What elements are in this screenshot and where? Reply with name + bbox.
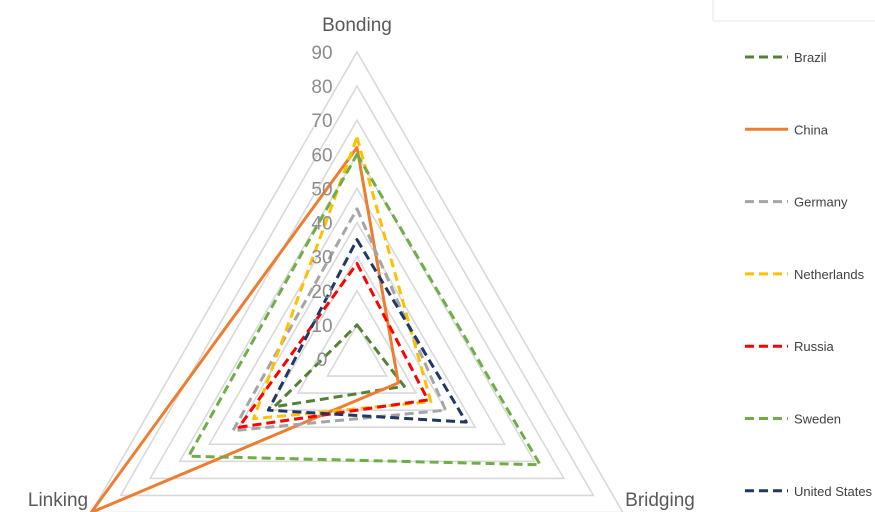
tick-label-50: 50 (311, 179, 332, 200)
grid-ring-50 (207, 186, 507, 446)
tick-label-40: 40 (311, 214, 332, 235)
legend-label-united-states: United States (794, 484, 873, 499)
axis-label-bridging: Bridging (625, 490, 695, 511)
tick-label-30: 30 (311, 248, 332, 269)
series-line-germany (231, 207, 448, 433)
grid-ring-10 (326, 323, 388, 377)
grid-ring-70 (148, 118, 566, 480)
tick-labels: 0 10 20 30 40 50 60 70 80 90 (311, 43, 332, 371)
series-line-netherlands (252, 135, 433, 421)
tick-label-10: 10 (311, 316, 332, 337)
tick-label-90: 90 (311, 43, 332, 64)
legend-label-russia: Russia (794, 339, 835, 354)
grid-ring-40 (237, 220, 477, 429)
axis-labels: Bonding Bridging Linking (28, 15, 695, 511)
series-line-brazil (272, 323, 406, 409)
series-line-sweden (187, 152, 542, 467)
legend-label-china: China (794, 122, 829, 137)
series-line-russia (237, 261, 430, 429)
radar-grid (90, 50, 624, 512)
grid-ring-30 (266, 255, 448, 411)
grid-ring-20 (296, 289, 418, 394)
tick-label-0: 0 (317, 350, 328, 371)
series-line-united-states (266, 238, 468, 424)
legend-label-brazil: Brazil (794, 50, 827, 65)
axis-label-bonding: Bonding (322, 15, 392, 36)
grid-ring-80 (119, 84, 595, 497)
axis-label-linking: Linking (28, 490, 88, 511)
series-line-china (89, 146, 400, 512)
legend-label-sweden: Sweden (794, 412, 841, 427)
tick-label-60: 60 (311, 145, 332, 166)
tick-label-80: 80 (311, 77, 332, 98)
grid-ring-90 (90, 50, 624, 512)
legend: Brazil China Germany Netherlands Russia Swede… (712, 0, 875, 499)
legend-label-netherlands: Netherlands (794, 267, 865, 282)
tick-label-20: 20 (311, 282, 332, 303)
tick-label-70: 70 (311, 111, 332, 132)
series-lines (89, 135, 542, 512)
grid-ring-60 (178, 152, 536, 463)
legend-label-germany: Germany (794, 195, 848, 210)
